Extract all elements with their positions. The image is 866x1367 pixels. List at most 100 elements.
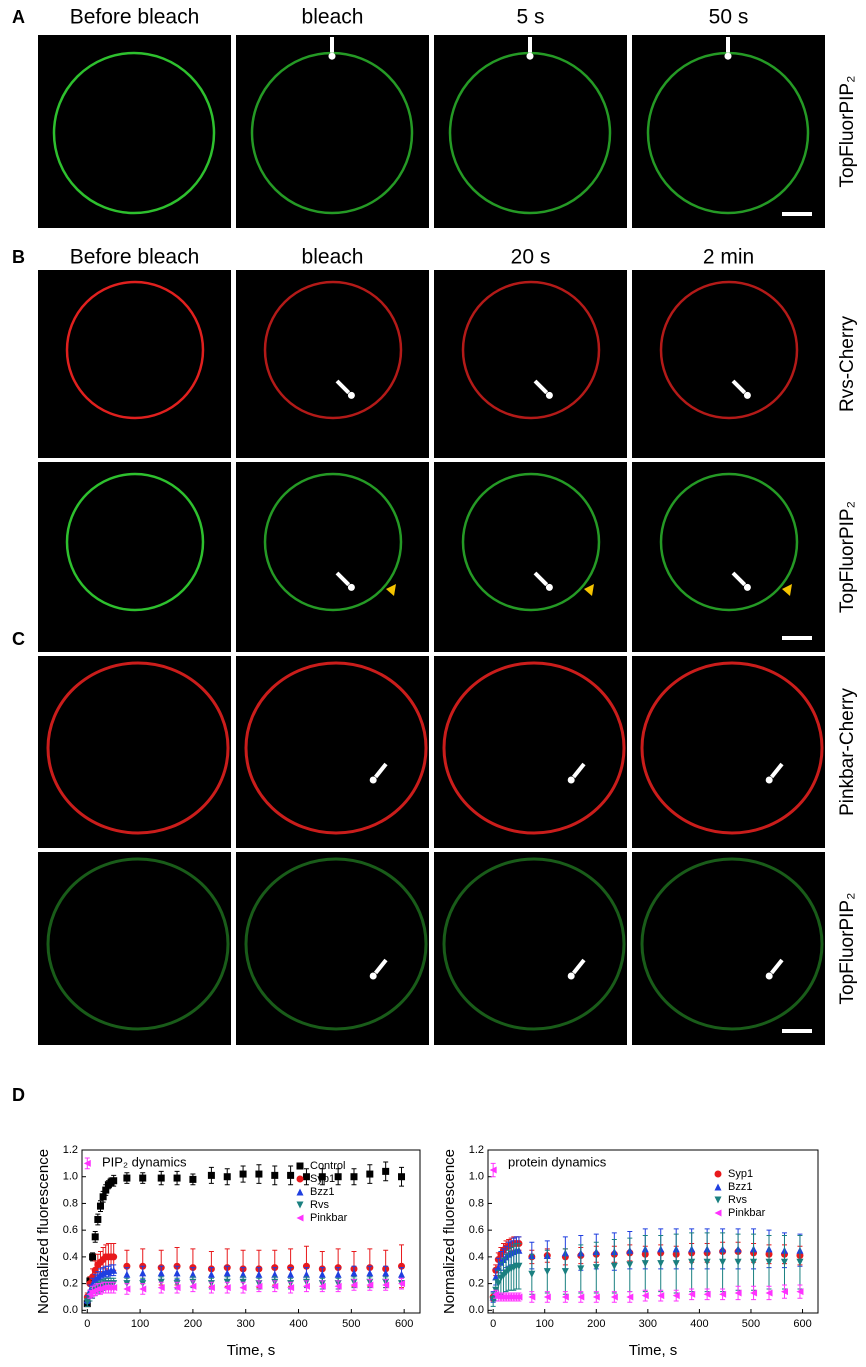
data-point <box>110 1284 118 1292</box>
data-point <box>750 1258 758 1266</box>
y-tick-label: 0.2 <box>469 1278 484 1290</box>
legend-symbol <box>714 1196 722 1204</box>
data-point <box>398 1173 406 1181</box>
data-point <box>123 1174 131 1182</box>
legend-symbol <box>296 1175 304 1183</box>
data-point <box>703 1258 711 1266</box>
data-point <box>719 1290 727 1298</box>
y-tick-label: 1.2 <box>63 1144 78 1156</box>
arrow-head <box>743 391 751 399</box>
vesicle <box>244 661 428 835</box>
data-point <box>302 1270 310 1278</box>
data-point <box>139 1285 147 1293</box>
data-point <box>318 1270 326 1278</box>
vesicle <box>263 472 403 612</box>
data-point <box>287 1284 295 1292</box>
micrograph <box>38 35 231 228</box>
micrograph <box>38 462 231 652</box>
data-point <box>157 1269 165 1277</box>
data-point <box>207 1171 215 1179</box>
data-point <box>255 1170 263 1178</box>
legend-symbol <box>714 1183 722 1191</box>
x-tick-label: 0 <box>490 1318 496 1330</box>
micrograph <box>632 656 825 848</box>
x-tick-label: 100 <box>131 1318 149 1330</box>
y-tick-label: 1.2 <box>469 1144 484 1156</box>
data-point <box>657 1260 665 1268</box>
data-point <box>255 1270 263 1278</box>
data-point <box>334 1173 342 1181</box>
data-point <box>780 1258 788 1266</box>
micrograph <box>236 462 429 652</box>
vesicle <box>640 661 824 835</box>
arrow-head <box>743 583 751 591</box>
data-point <box>494 1264 502 1272</box>
data-point <box>592 1293 600 1301</box>
data-point <box>750 1289 758 1297</box>
arrow-head <box>765 776 773 784</box>
x-tick-label: 200 <box>184 1318 202 1330</box>
data-point <box>765 1258 773 1266</box>
arrow <box>731 379 747 395</box>
x-tick-label: 500 <box>342 1318 360 1330</box>
data-point <box>102 1186 110 1194</box>
legend-symbol <box>714 1170 722 1178</box>
arrow <box>335 379 351 395</box>
data-point <box>657 1292 665 1300</box>
vesicle <box>461 472 601 612</box>
arrow-head <box>765 972 773 980</box>
vesicle <box>659 280 799 420</box>
y-tick-label: 1.0 <box>469 1171 484 1183</box>
data-point <box>641 1292 649 1300</box>
data-point <box>139 1174 147 1182</box>
data-point <box>610 1262 618 1270</box>
data-point <box>96 1202 104 1210</box>
x-tick-label: 0 <box>84 1318 90 1330</box>
data-point <box>94 1215 102 1223</box>
micrograph <box>236 35 429 228</box>
arrowhead-marker <box>782 584 792 596</box>
y-tick-label: 0.4 <box>63 1251 78 1263</box>
arrow-head <box>328 52 336 60</box>
column-header: bleach <box>302 6 364 29</box>
micrograph <box>434 270 627 458</box>
data-point <box>173 1269 181 1277</box>
micrograph <box>38 656 231 848</box>
data-point <box>688 1290 696 1298</box>
y-tick-label: 0.0 <box>469 1304 484 1316</box>
data-point <box>577 1265 585 1273</box>
data-point <box>287 1270 295 1278</box>
data-point <box>366 1170 374 1178</box>
data-point <box>765 1289 773 1297</box>
data-point <box>334 1282 342 1290</box>
arrow <box>770 762 784 779</box>
arrow-head <box>567 776 575 784</box>
y-tick-label: 1.0 <box>63 1171 78 1183</box>
data-point <box>110 1266 118 1274</box>
data-point <box>796 1258 804 1266</box>
panel-label: A <box>12 7 25 27</box>
data-point <box>592 1264 600 1272</box>
micrograph <box>632 852 825 1045</box>
x-tick-label: 300 <box>237 1318 255 1330</box>
column-header: 20 s <box>511 246 551 269</box>
arrow <box>374 762 388 779</box>
column-header: 2 min <box>703 246 754 269</box>
data-point <box>515 1293 523 1301</box>
arrow <box>374 958 388 975</box>
data-point <box>207 1284 215 1292</box>
x-tick-label: 500 <box>742 1318 760 1330</box>
data-point <box>382 1281 390 1289</box>
x-tick-label: 600 <box>395 1318 413 1330</box>
micrograph <box>434 852 627 1045</box>
plot-frame <box>487 1149 819 1314</box>
data-point <box>157 1174 165 1182</box>
vesicle <box>52 51 216 215</box>
x-tick-label: 400 <box>690 1318 708 1330</box>
plot-frame <box>81 1149 421 1314</box>
data-point <box>672 1260 680 1268</box>
data-point <box>223 1284 231 1292</box>
micrograph <box>38 270 231 458</box>
row-label: TopFluorPIP₂ <box>837 893 858 1005</box>
